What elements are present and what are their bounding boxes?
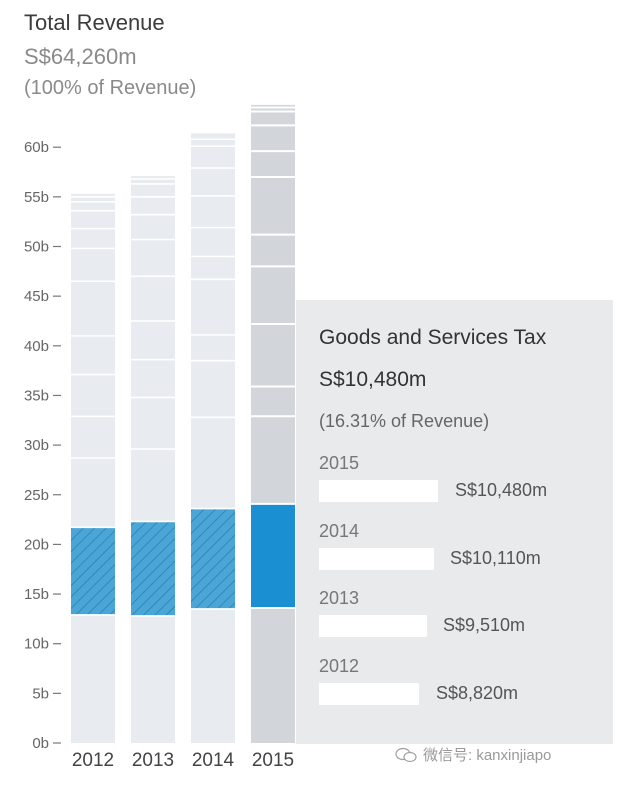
tooltip-row-value: S$10,480m: [455, 480, 548, 500]
tooltip-row-year: 2014: [319, 521, 360, 541]
tooltip-row-value: S$10,110m: [450, 548, 541, 568]
y-tick-label: 15b: [24, 586, 49, 603]
bar-2015[interactable]: [251, 104, 295, 744]
bar-2013[interactable]: [131, 175, 175, 743]
y-tick-label: 50b: [24, 239, 49, 256]
chart-title: Total Revenue: [24, 10, 165, 35]
x-tick-label: 2012: [72, 750, 114, 771]
tooltip-row-bar: [319, 548, 434, 570]
tooltip-percent: (16.31% of Revenue): [319, 411, 490, 431]
bar-2014[interactable]: [191, 133, 235, 744]
tooltip-row-year: 2013: [319, 588, 360, 608]
gst-segment-2013[interactable]: [131, 521, 175, 616]
tooltip-row-value: S$8,820m: [436, 683, 519, 703]
watermark-text: 微信号: kanxinjiapo: [423, 747, 552, 764]
tooltip-row: 2015 S$10,480m: [319, 453, 609, 513]
gst-segment-2012[interactable]: [71, 527, 115, 615]
y-tick-label: 55b: [24, 189, 49, 206]
y-tick-label: 5b: [32, 685, 49, 702]
gst-segment-2014[interactable]: [191, 508, 235, 609]
bar-2012[interactable]: [71, 193, 115, 744]
gst-segment-2015[interactable]: [251, 503, 295, 608]
total-amount: S$64,260m: [24, 44, 137, 69]
watermark: 微信号: kanxinjiapo: [395, 744, 551, 765]
tooltip-row-bar: [319, 683, 419, 705]
y-tick-label: 35b: [24, 387, 49, 404]
y-tick-label: 30b: [24, 437, 49, 454]
tooltip-row-year: 2015: [319, 453, 360, 473]
y-tick-label: 45b: [24, 288, 49, 305]
tooltip-value: S$10,480m: [319, 368, 427, 391]
y-tick-label: 60b: [24, 139, 49, 156]
total-percent: (100% of Revenue): [24, 77, 197, 99]
tooltip-row-bar: [319, 480, 438, 502]
tooltip-panel: Goods and Services Tax S$10,480m (16.31%…: [296, 300, 613, 744]
y-tick-label: 20b: [24, 536, 49, 553]
y-tick-label: 40b: [24, 338, 49, 355]
tooltip-row: 2014 S$10,110m: [319, 521, 609, 581]
tooltip-row-year: 2012: [319, 656, 360, 676]
x-tick-label: 2014: [192, 750, 235, 771]
x-tick-label: 2013: [132, 750, 174, 771]
tooltip-row: 2012 S$8,820m: [319, 656, 609, 716]
tooltip-title: Goods and Services Tax: [319, 326, 547, 349]
tooltip-row-bar: [319, 615, 427, 637]
wechat-icon: [395, 747, 417, 762]
tooltip-row: 2013 S$9,510m: [319, 588, 609, 648]
tooltip-row-value: S$9,510m: [443, 615, 526, 635]
y-tick-label: 25b: [24, 487, 49, 504]
y-tick-label: 0b: [32, 735, 49, 752]
y-tick-label: 10b: [24, 636, 49, 653]
x-tick-label: 2015: [252, 750, 294, 771]
